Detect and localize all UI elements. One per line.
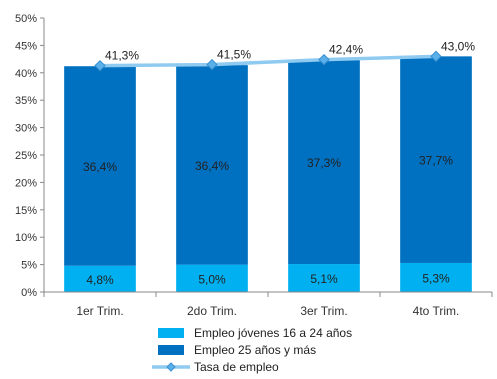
legend-swatch-1 <box>158 328 184 338</box>
bars <box>64 56 472 292</box>
legend-marker-diamond <box>166 362 176 372</box>
bar-jovenes-3 <box>288 264 360 292</box>
bar-label-adultos-3: 37,3% <box>307 156 341 170</box>
x-tick-label: 2do Trim. <box>187 304 237 318</box>
y-tick-label: 0% <box>21 287 37 299</box>
rate-label-1: 41,3% <box>105 49 139 63</box>
rate-label-2: 41,5% <box>217 48 251 62</box>
y-tick-label: 35% <box>15 95 37 107</box>
rate-marker-3 <box>318 53 330 66</box>
rate-label-4: 43,0% <box>441 39 475 53</box>
bar-label-jovenes-4: 5,3% <box>422 271 450 285</box>
x-axis: 1er Trim. 2do Trim. 3er Trim. 4to Trim. <box>43 291 493 318</box>
bar-jovenes-4 <box>400 262 472 292</box>
rate-marker-1 <box>94 59 106 72</box>
rate-marker-4 <box>430 50 442 63</box>
bar-label-jovenes-1: 4,8% <box>86 273 114 287</box>
y-axis: 0% 5% 10% 15% 20% 25% 30% 35% 40% 45% 50% <box>15 13 45 299</box>
rate-line <box>94 50 442 72</box>
bar-adultos-3 <box>288 59 360 265</box>
y-tick-label: 25% <box>15 150 37 162</box>
bar-adultos-4 <box>400 56 472 263</box>
bar-jovenes-1 <box>64 265 136 292</box>
y-tick-label: 20% <box>15 177 37 189</box>
rate-marker-2 <box>206 58 218 71</box>
rate-line-path <box>99 54 437 68</box>
bar-label-adultos-2: 36,4% <box>195 159 229 173</box>
y-tick-label: 10% <box>15 232 37 244</box>
bar-adultos-2 <box>176 65 248 265</box>
x-tick-label: 1er Trim. <box>76 304 123 318</box>
x-tick-label: 3er Trim. <box>300 304 347 318</box>
y-tick-label: 50% <box>15 13 37 25</box>
y-tick-label: 45% <box>15 40 37 52</box>
bar-jovenes-2 <box>176 264 248 292</box>
bar-label-adultos-1: 36,4% <box>83 160 117 174</box>
bar-adultos-1 <box>64 66 136 266</box>
rate-label-3: 42,4% <box>329 43 363 57</box>
data-labels: 4,8% 36,4% 5,0% 36,4% 5,1% 37,3% 5,3% 37,7% 41,3… <box>83 39 475 286</box>
legend-label-2: Empleo 25 años y más <box>194 343 316 357</box>
legend-label-1: Empleo jóvenes 16 a 24 años <box>194 326 352 340</box>
bar-label-jovenes-2: 5,0% <box>198 272 226 286</box>
x-tick-label: 4to Trim. <box>413 304 460 318</box>
bar-label-jovenes-3: 5,1% <box>310 272 338 286</box>
y-tick-label: 30% <box>15 123 37 135</box>
legend-label-3: Tasa de empleo <box>194 360 279 374</box>
y-tick-label: 15% <box>15 205 37 217</box>
legend-swatch-2 <box>158 345 184 355</box>
bar-label-adultos-4: 37,7% <box>419 154 453 168</box>
y-tick-label: 40% <box>15 68 37 80</box>
y-tick-label: 5% <box>21 260 37 272</box>
legend: Empleo jóvenes 16 a 24 años Empleo 25 año… <box>152 326 352 374</box>
